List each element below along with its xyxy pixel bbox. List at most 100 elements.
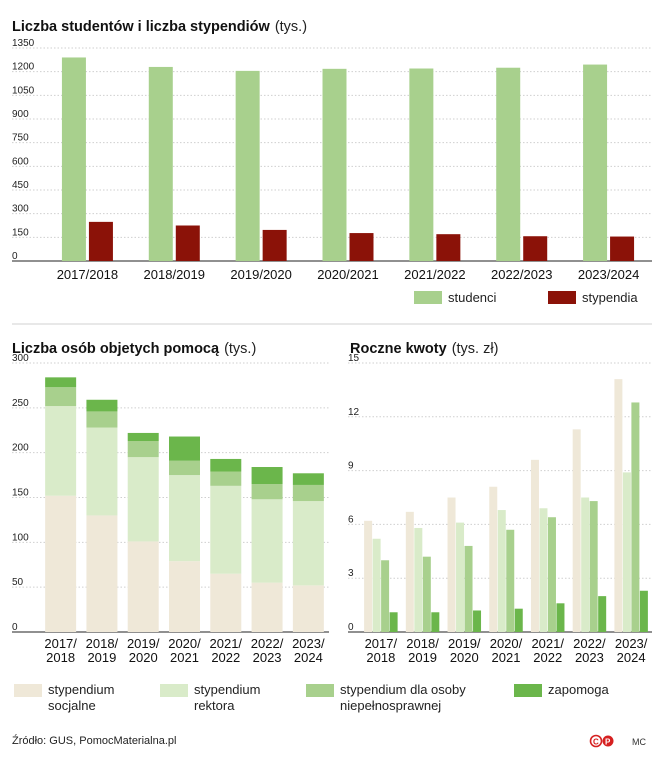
- chart2-segment-3-1: [86, 399, 118, 412]
- chart2-y-tick: 200: [12, 443, 29, 454]
- chart2-title: Liczba osób objetych pomocą (tys.): [12, 341, 256, 357]
- chart2-segment-2-4: [210, 471, 242, 486]
- chart3-bar-2-4: [547, 517, 556, 632]
- chart2-segment-1-5: [251, 499, 283, 583]
- chart1-bar-studenci-0: [61, 57, 86, 261]
- svg-text:C: C: [593, 738, 599, 747]
- legend2-label: zapomoga: [548, 682, 609, 697]
- chart3-bar-1-4: [539, 508, 548, 632]
- chart2-segment-3-4: [210, 458, 242, 472]
- chart1-category-label: 2021/2022: [404, 267, 465, 282]
- chart3-category-label: 2022/2023: [573, 636, 606, 665]
- legend1-label: stypendia: [582, 290, 638, 305]
- chart2-category-label: 2017/2018: [44, 636, 77, 665]
- chart2-people-supported: 0 50 100 150 200 250 300 2017/2018 2018/2019 2019…: [12, 353, 329, 665]
- chart1-bar-studenci-3: [322, 68, 347, 262]
- chart3-y-tick: 0: [348, 622, 354, 633]
- chart3-bar-3-0: [389, 612, 398, 632]
- legend2-label: stypendium socjalne: [48, 682, 114, 713]
- legend2-label: stypendium rektora: [194, 682, 260, 713]
- chart3-y-tick: 12: [348, 407, 360, 418]
- chart2-category-label: 2021/2022: [210, 636, 243, 665]
- svg-text:P: P: [605, 738, 611, 747]
- chart1-y-tick: 1350: [12, 38, 35, 49]
- chart2-category-label: 2019/2020: [127, 636, 160, 665]
- chart2-segment-0-6: [292, 585, 324, 632]
- chart3-bar-0-0: [364, 520, 373, 632]
- chart1-bar-stypendia-0: [88, 221, 113, 261]
- chart3-bar-3-1: [431, 612, 440, 632]
- chart2-segment-1-3: [169, 475, 200, 562]
- chart1-category-label: 2019/2020: [230, 267, 291, 282]
- chart3-bar-3-2: [473, 610, 482, 632]
- chart2-segment-2-1: [86, 411, 118, 428]
- chart1-bar-studenci-1: [148, 66, 173, 261]
- chart1-y-tick: 1200: [12, 62, 35, 73]
- chart3-bar-0-1: [405, 511, 414, 632]
- chart2-segment-2-3: [169, 460, 200, 476]
- chart2-y-tick: 150: [12, 488, 29, 499]
- chart3-bar-2-2: [464, 545, 473, 632]
- chart2-segment-0-1: [86, 515, 118, 632]
- chart2-segment-1-2: [127, 457, 159, 542]
- chart1-y-tick: 600: [12, 156, 29, 167]
- chart2-segment-0-4: [210, 573, 242, 632]
- chart2-segment-3-6: [292, 473, 324, 485]
- chart3-category-label: 2017/2018: [365, 636, 398, 665]
- chart3-title: Roczne kwoty (tys. zł): [350, 341, 498, 357]
- chart2-segment-2-6: [292, 484, 324, 502]
- chart1-bar-stypendia-2: [262, 229, 287, 261]
- chart2-segment-3-3: [169, 436, 200, 461]
- chart1-bar-studenci-6: [583, 64, 608, 261]
- chart3-y-tick: 3: [348, 568, 354, 579]
- chart1-y-tick: 450: [12, 180, 29, 191]
- chart1-bar-stypendia-3: [349, 233, 374, 261]
- pap-logo: C P: [589, 734, 614, 748]
- chart1-y-tick: 150: [12, 227, 29, 238]
- chart1-category-label: 2022/2023: [491, 267, 552, 282]
- chart2-y-tick: 0: [12, 622, 18, 633]
- chart3-category-label: 2018/2019: [406, 636, 439, 665]
- chart3-bar-1-1: [414, 527, 423, 632]
- chart2-y-tick: 50: [12, 577, 24, 588]
- chart2-segment-0-5: [251, 582, 283, 632]
- chart1-legend: studenci stypendia: [414, 290, 638, 305]
- chart2-y-tick: 100: [12, 532, 29, 543]
- chart3-y-tick: 6: [348, 514, 354, 525]
- chart2-segment-1-0: [45, 406, 77, 496]
- legend2-swatch-3: [514, 684, 542, 697]
- chart3-bar-2-0: [381, 560, 390, 632]
- chart3-bar-3-6: [639, 590, 648, 632]
- chart1-category-label: 2020/2021: [317, 267, 378, 282]
- chart1-bar-stypendia-5: [523, 236, 548, 261]
- chart3-y-tick: 15: [348, 353, 360, 364]
- chart3-category-label: 2023/2024: [615, 636, 648, 665]
- chart3-bar-1-6: [622, 472, 631, 632]
- chart3-bar-2-5: [589, 501, 598, 632]
- chart1-category-label: 2023/2024: [578, 267, 639, 282]
- chart3-bar-2-6: [631, 402, 640, 632]
- chart1-bar-studenci-4: [409, 68, 434, 261]
- chart3-bar-3-3: [514, 608, 523, 632]
- chart2-segment-2-0: [45, 387, 77, 407]
- chart2-segment-0-3: [169, 561, 200, 632]
- chart1-bar-studenci-2: [235, 70, 260, 261]
- chart1-bar-stypendia-1: [175, 225, 200, 261]
- chart2-segment-1-4: [210, 485, 242, 574]
- chart1-y-tick: 0: [12, 251, 18, 262]
- chart1-students-scholarships: 0 150 300 450 600 750 900 1050 1200 1350 2017/2018…: [12, 38, 652, 282]
- chart1-y-tick: 750: [12, 133, 29, 144]
- chart3-bar-0-4: [530, 459, 539, 632]
- chart2-category-label: 2023/2024: [292, 636, 325, 665]
- chart2-segment-3-2: [127, 432, 159, 442]
- chart3-y-tick: 9: [348, 461, 354, 472]
- chart2-segment-2-2: [127, 441, 159, 458]
- chart2-segment-1-1: [86, 427, 118, 516]
- chart2-segment-1-6: [292, 501, 324, 586]
- chart1-title: Liczba studentów i liczba stypendiów (tys…: [12, 19, 307, 35]
- bottom-legend: stypendium socjalne stypendium rektora stype…: [14, 682, 609, 713]
- chart3-bar-1-2: [456, 522, 465, 632]
- chart2-category-label: 2018/2019: [86, 636, 119, 665]
- chart3-bar-0-3: [489, 486, 498, 632]
